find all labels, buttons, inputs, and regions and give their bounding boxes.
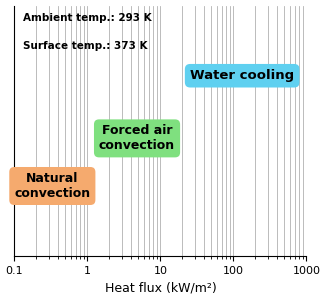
Text: Ambient temp.: 293 K: Ambient temp.: 293 K	[23, 13, 152, 23]
Text: Water cooling: Water cooling	[190, 69, 294, 82]
Text: Natural
convection: Natural convection	[14, 172, 90, 200]
Text: Surface temp.: 373 K: Surface temp.: 373 K	[23, 40, 148, 51]
Text: Forced air
convection: Forced air convection	[99, 124, 175, 152]
X-axis label: Heat flux (kW/m²): Heat flux (kW/m²)	[105, 281, 216, 294]
